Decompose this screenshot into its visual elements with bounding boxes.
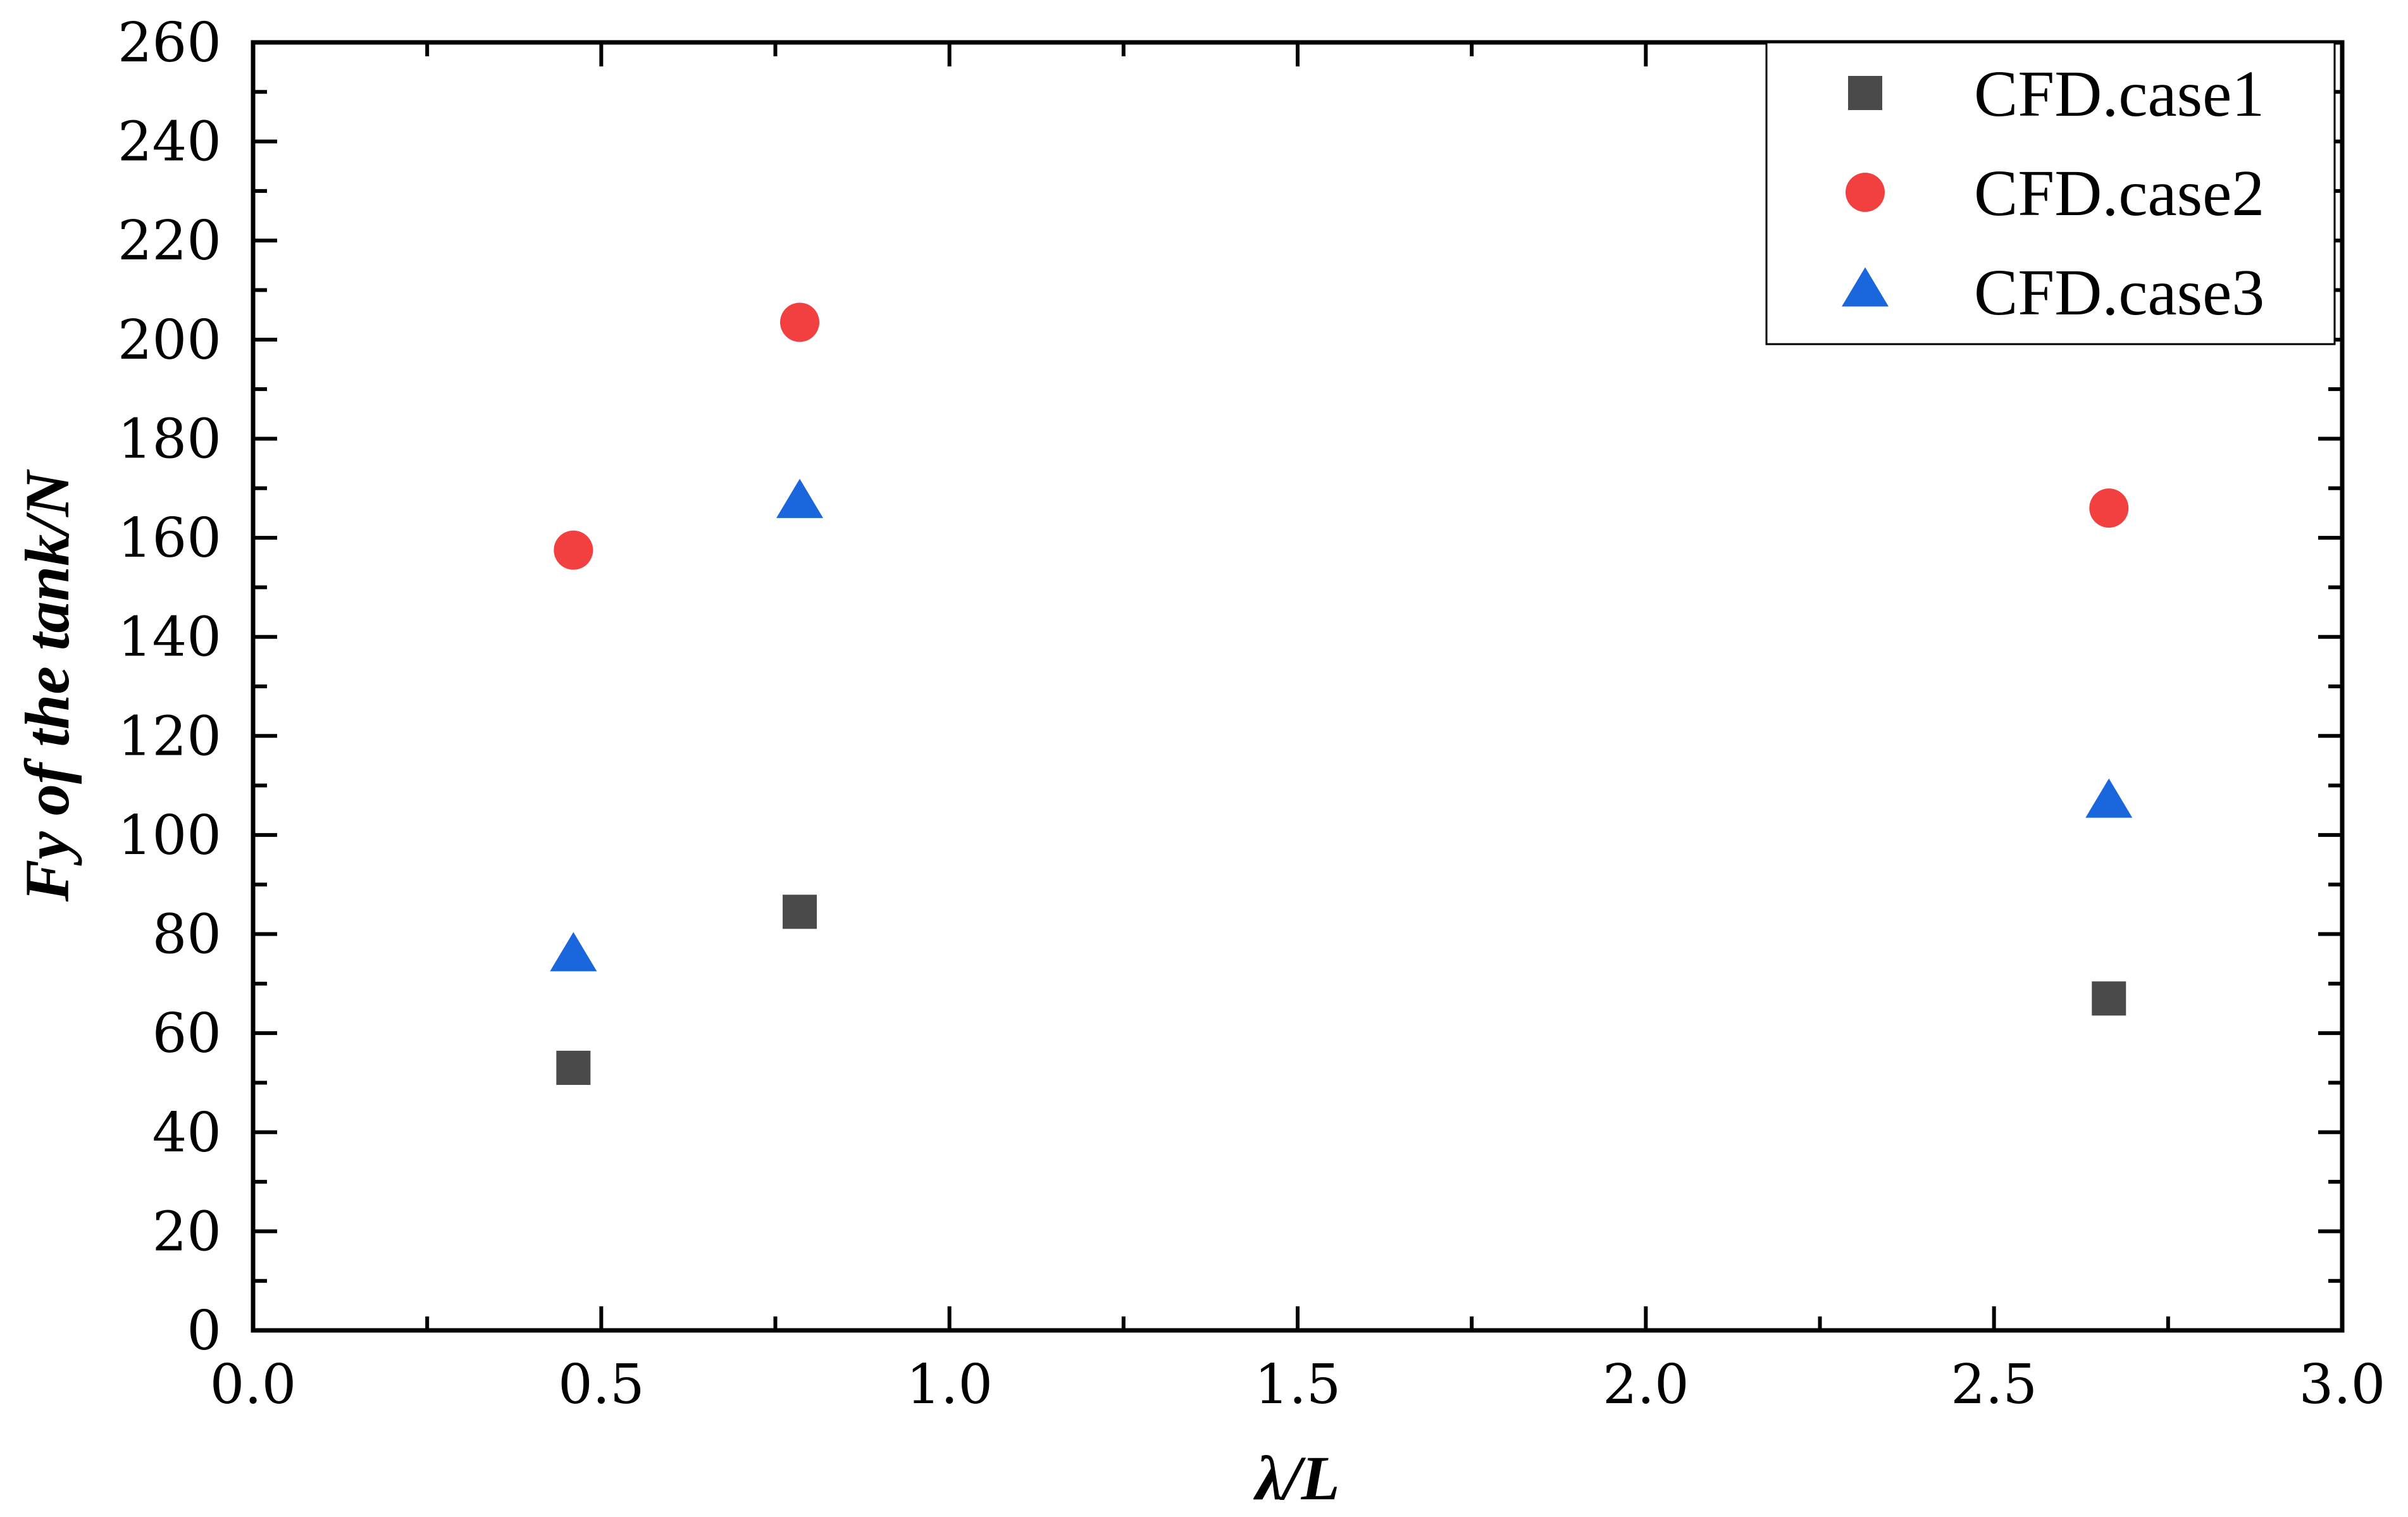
y-axis-title: Fy of the tank/N — [12, 469, 82, 902]
axis-ticks — [251, 40, 2344, 1332]
legend-marker-circle — [1846, 173, 1885, 212]
series-1 — [556, 895, 2126, 1085]
x-tick-label: 2.5 — [1951, 1353, 2037, 1416]
series-2 — [554, 302, 2129, 570]
y-tick-label: 40 — [152, 1101, 221, 1165]
legend-label: CFD.case2 — [1974, 157, 2264, 230]
data-points — [550, 302, 2133, 1085]
y-tick-label: 200 — [118, 309, 221, 372]
y-tick-label: 60 — [152, 1002, 221, 1065]
y-tick-label: 260 — [118, 11, 221, 75]
x-tick-label: 1.5 — [1255, 1353, 1341, 1416]
plot-area-frame — [251, 40, 2345, 1333]
legend-marker-square — [1848, 76, 1882, 110]
series-3 — [550, 478, 2133, 972]
data-point-square — [783, 895, 817, 929]
x-tick-label: 1.0 — [906, 1353, 993, 1416]
data-point-circle — [554, 530, 593, 570]
y-tick-label: 160 — [118, 507, 221, 570]
y-tick-label: 0 — [187, 1299, 221, 1363]
data-point-square — [2092, 981, 2126, 1016]
x-tick-label: 0.0 — [210, 1353, 297, 1416]
data-point-circle — [2089, 488, 2129, 528]
y-tick-label: 80 — [152, 903, 221, 967]
x-tick-label: 2.0 — [1603, 1353, 1689, 1416]
legend-marker-triangle — [1842, 267, 1889, 307]
y-tick-label: 120 — [118, 705, 221, 768]
data-point-triangle — [2085, 778, 2133, 818]
legend-label: CFD.case1 — [1974, 58, 2264, 130]
data-point-square — [556, 1050, 591, 1085]
y-tick-label: 180 — [118, 407, 221, 471]
x-tick-label: 3.0 — [2299, 1353, 2386, 1416]
y-tick-label: 220 — [118, 209, 221, 273]
legend-label: CFD.case3 — [1974, 256, 2264, 329]
y-tick-label: 240 — [118, 111, 221, 174]
legend: CFD.case1 CFD.case2 CFD.case3 — [1765, 41, 2336, 345]
x-axis-title: λ/L — [1253, 1443, 1339, 1513]
x-tick-label: 0.5 — [558, 1353, 645, 1416]
data-point-triangle — [776, 478, 824, 518]
tick-labels: 0.0 0.5 1.0 1.5 2.0 2.5 3.0 0 20 40 60 80 100 120 140 1… — [118, 11, 2386, 1416]
data-point-triangle — [550, 932, 597, 972]
y-tick-label: 140 — [118, 606, 221, 669]
y-tick-label: 100 — [118, 804, 221, 867]
data-point-circle — [780, 302, 820, 342]
y-tick-label: 20 — [152, 1200, 221, 1263]
